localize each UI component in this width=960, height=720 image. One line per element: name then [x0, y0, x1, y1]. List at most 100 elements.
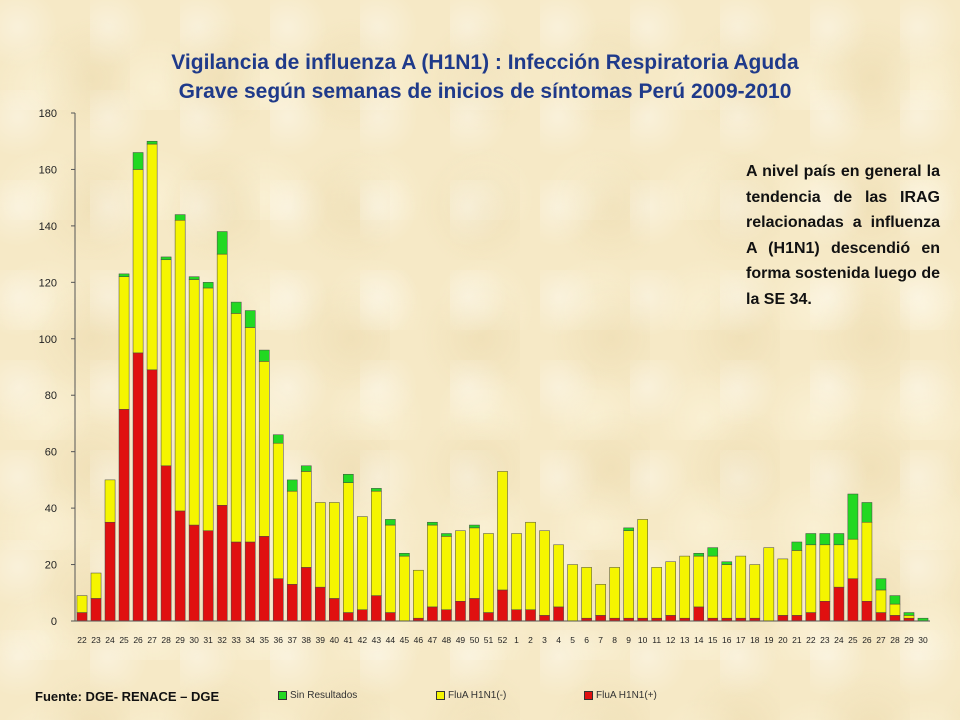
- x-tick-label: 36: [274, 635, 284, 645]
- bar-segment-no-result-8: [188, 276, 200, 280]
- bar-segment-no-result-21: [371, 488, 382, 492]
- legend-item-sin-resultados: Sin Resultados: [278, 690, 357, 701]
- bar-segment-negative-2: [104, 479, 116, 523]
- x-tick-label: 52: [498, 635, 508, 645]
- x-tick-label: 30: [918, 635, 928, 645]
- bar-segment-positive-5: [146, 369, 158, 622]
- bar-segment-negative-32: [525, 521, 536, 610]
- bar-segment-positive-18: [329, 598, 340, 622]
- x-tick-label: 12: [666, 635, 676, 645]
- x-tick-label: 28: [890, 635, 900, 645]
- bar-segment-negative-7: [174, 219, 186, 512]
- bar-segment-no-result-19: [343, 473, 354, 483]
- bar-segment-negative-41: [651, 567, 662, 619]
- bar-segment-negative-18: [329, 502, 340, 599]
- bar-segment-positive-34: [553, 606, 564, 622]
- bar-segment-negative-20: [357, 516, 368, 610]
- bar-segment-positive-51: [791, 615, 803, 622]
- bar-segment-negative-24: [413, 569, 424, 619]
- x-tick-label: 1: [514, 635, 519, 645]
- bar-segment-negative-28: [469, 527, 480, 599]
- x-tick-label: 34: [245, 635, 255, 645]
- bar-segment-negative-58: [889, 603, 901, 616]
- bar-segment-positive-56: [861, 600, 873, 622]
- bar-segment-negative-1: [90, 572, 102, 599]
- source-note: Fuente: DGE- RENACE – DGE: [35, 689, 220, 704]
- bar-segment-negative-40: [637, 519, 648, 619]
- bar-segment-negative-11: [230, 313, 242, 543]
- bar-segment-positive-6: [160, 465, 172, 622]
- bar-segment-positive-20: [357, 609, 368, 622]
- bar-segment-positive-1: [90, 598, 102, 622]
- x-tick-label: 26: [862, 635, 872, 645]
- bar-segment-no-result-13: [258, 349, 270, 362]
- bar-segment-no-result-46: [721, 561, 733, 565]
- bar-segment-no-result-57: [875, 578, 887, 591]
- bar-segment-negative-35: [567, 564, 578, 622]
- bar-segment-positive-12: [244, 541, 256, 622]
- x-tick-label: 27: [876, 635, 886, 645]
- bar-segment-negative-9: [202, 287, 214, 531]
- x-tick-label: 11: [652, 635, 661, 645]
- bar-segment-positive-21: [371, 595, 382, 622]
- x-tick-label: 22: [806, 635, 816, 645]
- x-tick-label: 35: [259, 635, 269, 645]
- y-axis-ticks: 0 20 40 60 80 100 120 140 160 180: [39, 108, 75, 628]
- x-tick-label: 6: [584, 635, 589, 645]
- bar-segment-negative-50: [777, 558, 789, 616]
- bar-segment-negative-5: [146, 143, 158, 371]
- x-tick-label: 25: [119, 635, 129, 645]
- x-tick-label: 20: [778, 635, 788, 645]
- bars-group: [76, 140, 929, 622]
- bar-segment-no-result-9: [202, 282, 214, 289]
- x-tick-label: 29: [175, 635, 185, 645]
- x-tick-label: 22: [77, 635, 87, 645]
- x-tick-label: 33: [231, 635, 241, 645]
- legend-swatch-red: [584, 691, 593, 700]
- x-tick-label: 37: [288, 635, 298, 645]
- bar-segment-negative-33: [539, 530, 550, 616]
- bar-segment-negative-39: [623, 530, 634, 619]
- bar-segment-positive-9: [202, 530, 214, 622]
- x-tick-label: 15: [708, 635, 718, 645]
- bar-segment-no-result-10: [216, 231, 228, 255]
- bar-segment-negative-15: [286, 490, 298, 585]
- bar-segment-negative-23: [399, 555, 410, 622]
- x-tick-label: 41: [344, 635, 354, 645]
- bar-segment-negative-46: [721, 564, 733, 619]
- x-tick-label: 7: [598, 635, 603, 645]
- chart-title: Vigilancia de influenza A (H1N1) : Infec…: [40, 48, 930, 106]
- bar-segment-positive-50: [777, 615, 789, 622]
- bar-segment-positive-16: [300, 567, 312, 622]
- bar-segment-positive-31: [511, 609, 522, 622]
- bar-segment-positive-4: [132, 352, 144, 622]
- bar-segment-no-result-11: [230, 301, 242, 314]
- bar-segment-positive-7: [174, 510, 186, 622]
- x-tick-label: 27: [147, 635, 157, 645]
- x-tick-label: 8: [612, 635, 617, 645]
- bar-segment-positive-13: [258, 536, 270, 622]
- bar-segment-negative-14: [272, 442, 284, 579]
- x-tick-label: 4: [556, 635, 561, 645]
- bar-segment-positive-28: [469, 598, 480, 622]
- bar-segment-negative-25: [427, 524, 438, 608]
- bar-segment-negative-10: [216, 253, 228, 506]
- bar-segment-no-result-28: [469, 524, 480, 529]
- bar-segment-negative-3: [118, 276, 130, 410]
- y-tick-label: 20: [45, 560, 57, 572]
- bar-segment-positive-44: [693, 606, 705, 622]
- x-tick-label: 24: [105, 635, 115, 645]
- bar-segment-no-result-7: [174, 214, 186, 221]
- bar-segment-no-result-23: [399, 553, 410, 557]
- bar-segment-negative-37: [595, 584, 606, 616]
- bar-segment-negative-53: [819, 544, 831, 602]
- bar-segment-negative-29: [483, 533, 494, 613]
- x-tick-label: 31: [203, 635, 213, 645]
- bar-segment-no-result-54: [833, 533, 845, 546]
- bar-segment-no-result-56: [861, 502, 873, 523]
- y-tick-label: 0: [51, 616, 57, 628]
- bar-segment-negative-59: [903, 615, 915, 619]
- bar-segment-positive-33: [539, 615, 550, 622]
- bar-segment-no-result-5: [146, 140, 158, 145]
